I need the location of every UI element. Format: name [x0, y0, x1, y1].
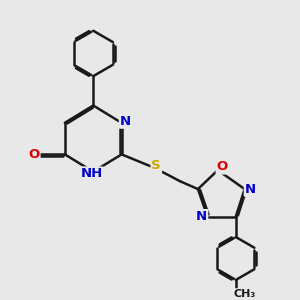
Text: O: O: [28, 148, 40, 161]
Text: N: N: [245, 183, 256, 196]
Text: O: O: [217, 160, 228, 173]
Text: NH: NH: [80, 167, 103, 180]
Text: CH₃: CH₃: [233, 289, 256, 299]
Text: N: N: [196, 210, 207, 223]
Text: S: S: [152, 159, 161, 172]
Text: N: N: [120, 115, 131, 128]
